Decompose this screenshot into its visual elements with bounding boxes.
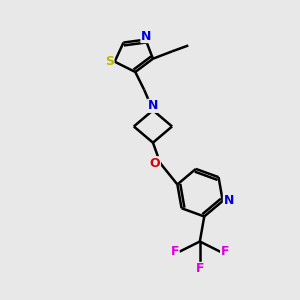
Text: N: N xyxy=(148,99,158,112)
Text: F: F xyxy=(196,262,204,275)
Text: S: S xyxy=(105,55,114,68)
Text: F: F xyxy=(171,245,179,258)
Text: O: O xyxy=(150,157,160,170)
Text: N: N xyxy=(224,194,234,208)
Text: N: N xyxy=(141,30,152,43)
Text: F: F xyxy=(220,245,229,258)
